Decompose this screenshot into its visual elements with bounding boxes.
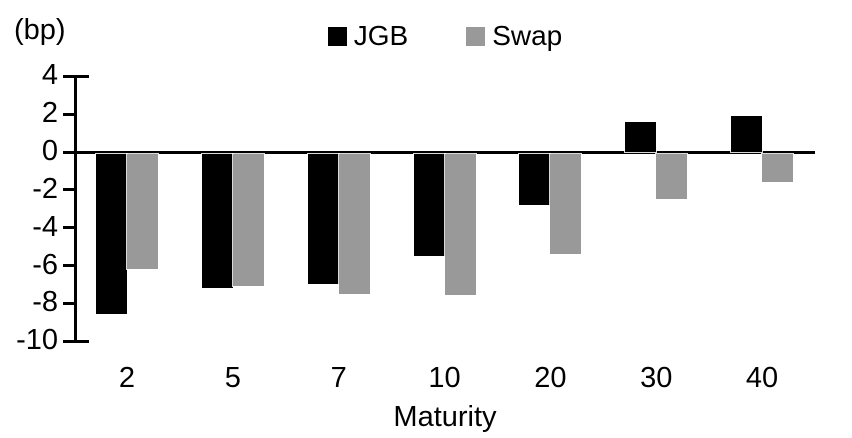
x-axis-tick-label: 7 (330, 362, 347, 394)
y-axis-tick (63, 74, 74, 78)
y-axis-tick (63, 264, 74, 268)
jgb-bar-7 (307, 153, 339, 285)
y-axis-tick-label: -2 (32, 172, 58, 205)
swap-bar-2 (126, 153, 158, 269)
y-axis-line (74, 75, 77, 344)
x-axis-tick-label: 2 (118, 362, 135, 394)
y-axis-tick-label: 2 (41, 97, 58, 130)
y-axis-tick (63, 339, 74, 343)
legend-label-jgb: JGB (353, 20, 409, 51)
legend: JGB Swap (75, 20, 815, 52)
x-axis-tick-label: 40 (745, 362, 779, 394)
x-axis-tick-label: 10 (428, 362, 461, 394)
swap-series-swatch-icon (466, 26, 486, 46)
jgb-bar-2 (95, 153, 127, 315)
y-axis-tick (63, 150, 74, 154)
swap-bar-40 (762, 153, 794, 182)
jgb-series-swatch-icon (327, 26, 347, 46)
x-axis-title: Maturity (393, 401, 497, 433)
swap-bar-10 (444, 153, 476, 296)
legend-item-jgb: JGB (327, 20, 409, 52)
y-axis-top-cap (74, 75, 89, 79)
y-axis-tick-label: -10 (16, 324, 58, 357)
y-axis-tick-label: 4 (41, 59, 58, 92)
swap-bar-5 (232, 153, 264, 286)
jgb-bar-10 (413, 153, 445, 256)
jgb-bar-40 (731, 116, 763, 152)
legend-label-swap: Swap (492, 20, 563, 51)
x-axis-tick-label: 30 (640, 362, 673, 394)
x-axis-tick-label: 5 (224, 362, 241, 394)
y-axis-unit-label: (bp) (14, 14, 66, 46)
legend-item-swap: Swap (466, 20, 562, 52)
y-axis-tick-label: -8 (32, 286, 58, 319)
jgb-bar-30 (625, 121, 657, 152)
swap-bar-20 (550, 153, 582, 254)
swap-bar-7 (338, 153, 370, 294)
y-axis-tick (63, 188, 74, 192)
y-axis-tick-label: -6 (32, 248, 58, 281)
y-axis-tick (63, 226, 74, 230)
swap-bar-30 (656, 153, 688, 199)
y-axis-bottom-cap (74, 340, 89, 344)
y-axis-tick (63, 112, 74, 116)
y-axis-tick-label: -4 (32, 210, 58, 243)
y-axis-tick (63, 301, 74, 305)
jgb-bar-20 (519, 153, 551, 205)
x-axis-tick-label: 20 (534, 362, 567, 394)
y-axis-tick-label: 0 (41, 135, 58, 167)
zero-axis-line (74, 150, 815, 154)
jgb-bar-5 (201, 153, 233, 288)
